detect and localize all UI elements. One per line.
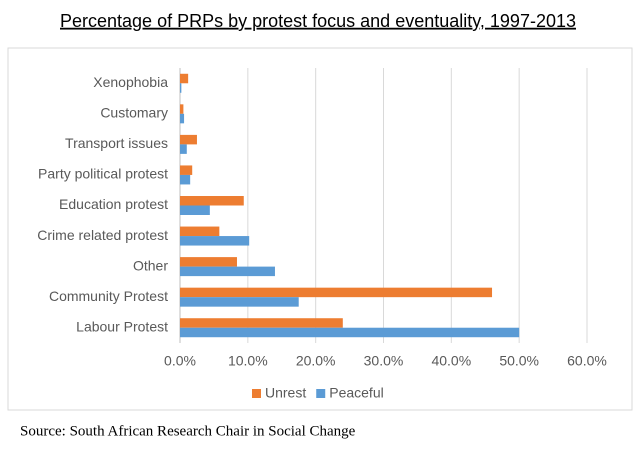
- y-tick-label: Education protest: [59, 196, 168, 212]
- x-tick-label: 20.0%: [296, 353, 336, 369]
- bar: [180, 327, 520, 338]
- y-tick-label: Community Protest: [49, 288, 168, 304]
- y-tick-label: Xenophobia: [93, 74, 168, 90]
- bar: [180, 318, 343, 328]
- bar: [180, 236, 250, 246]
- x-tick-label: 60.0%: [567, 353, 607, 369]
- bar: [180, 104, 184, 114]
- x-tick-label: 50.0%: [499, 353, 539, 369]
- bar: [180, 287, 493, 298]
- bar: [180, 205, 210, 215]
- bar: [180, 266, 275, 277]
- y-tick-label: Customary: [100, 105, 168, 121]
- legend-label: Unrest: [265, 385, 306, 401]
- y-tick-label: Crime related protest: [37, 227, 168, 243]
- bar: [180, 113, 185, 124]
- legend-label: Peaceful: [329, 385, 383, 401]
- x-tick-label: 30.0%: [364, 353, 404, 369]
- x-tick-label: 0.0%: [164, 353, 196, 369]
- legend-swatch: [316, 389, 326, 398]
- x-tick-label: 40.0%: [431, 353, 471, 369]
- bar: [180, 196, 244, 206]
- y-tick-label: Transport issues: [65, 135, 168, 151]
- source: Source: South African Research Chair in …: [20, 423, 356, 439]
- bar: [180, 226, 220, 237]
- y-tick-label: Labour Protest: [76, 318, 168, 334]
- y-tick-label: Party political protest: [38, 166, 168, 182]
- y-tick-label: Other: [133, 257, 168, 273]
- bar: [180, 174, 191, 185]
- bar: [180, 134, 197, 145]
- bar: [180, 73, 189, 84]
- bar: [180, 165, 193, 175]
- chart-title: Percentage of PRPs by protest focus and …: [60, 11, 576, 31]
- bar: [180, 297, 299, 307]
- chart-border: [7, 47, 633, 411]
- bar: [180, 83, 182, 93]
- x-tick-label: 10.0%: [228, 353, 268, 369]
- bar: [180, 144, 187, 154]
- bar: [180, 257, 237, 267]
- legend-swatch: [252, 389, 261, 398]
